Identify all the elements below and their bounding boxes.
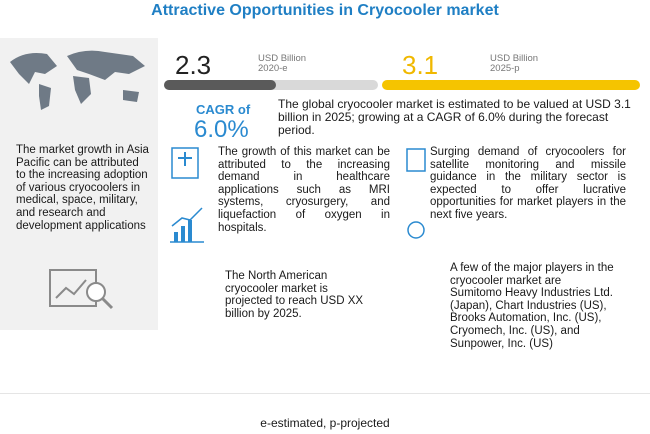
left-text: The market growth in Asia Pacific can be… — [16, 144, 149, 232]
stat-value: 2.3 — [175, 50, 212, 80]
cagr-label: CAGR of — [196, 102, 251, 117]
bar-2020-fill — [164, 80, 276, 90]
world-map-icon — [10, 50, 145, 110]
bar-2025 — [382, 80, 640, 90]
stat-unit: USD Billion — [490, 53, 539, 64]
point: The growth of this market can be attribu… — [218, 146, 390, 234]
point: A few of the major players in the cryoco… — [450, 262, 614, 350]
icons — [170, 147, 204, 243]
stat-value: 3.1 — [402, 50, 439, 80]
cagr-value: 6.0% — [194, 116, 249, 143]
stat-year: 2025-p — [490, 63, 520, 74]
title: Attractive Opportunities in Cryocooler m… — [151, 2, 499, 19]
icons — [406, 148, 426, 239]
summary: The global cryocooler market is estimate… — [278, 97, 631, 137]
stat-unit: USD Billion 2020-e — [258, 54, 306, 74]
report-icon — [49, 269, 114, 310]
point: The North American cryocooler market is … — [225, 270, 364, 320]
point: Surging demand of cryocoolers for satell… — [430, 146, 626, 221]
stat-year: 2020-e — [258, 63, 288, 74]
divider — [0, 393, 650, 394]
footnote: e-estimated, p-projected — [260, 416, 390, 430]
stat-unit: USD Billion — [258, 53, 307, 64]
stat-unit: USD Billion 2025-p — [490, 54, 538, 74]
